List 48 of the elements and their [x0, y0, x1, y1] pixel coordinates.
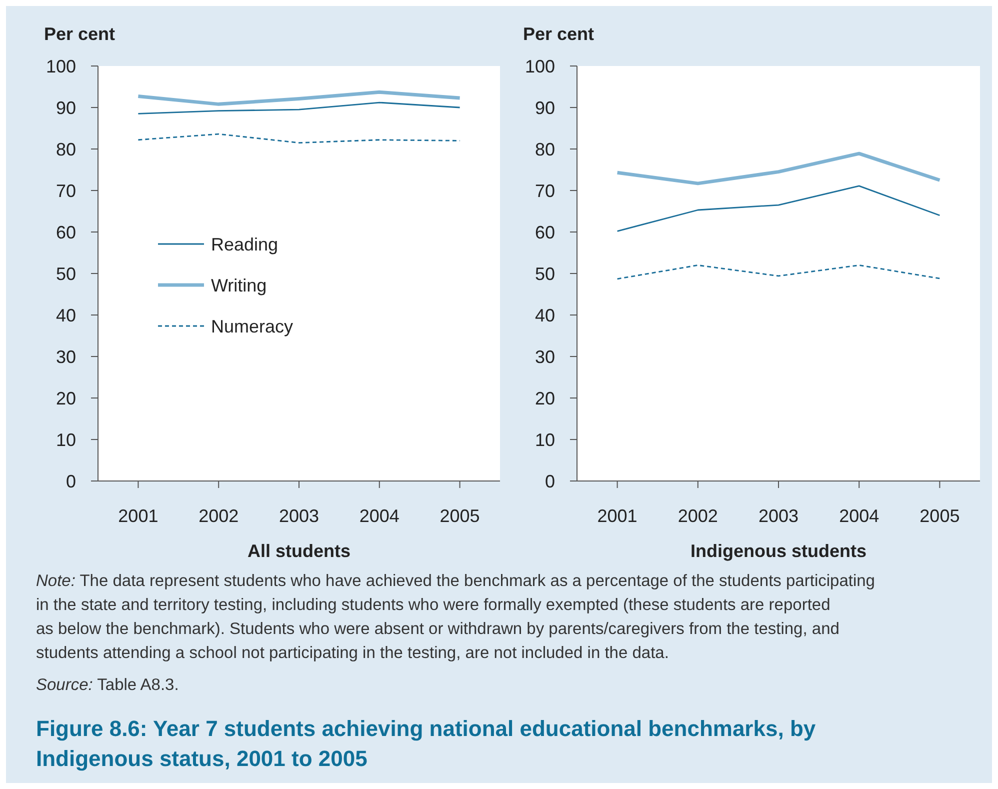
x-tick-label: 2002: [678, 506, 718, 526]
y-tick-label: 0: [544, 471, 555, 492]
legend-label: Writing: [211, 275, 267, 296]
x-tick-label: 2005: [920, 506, 960, 526]
y-tick-label: 30: [56, 346, 76, 367]
x-tick-label: 2004: [359, 506, 400, 526]
y-tick-label: 90: [534, 98, 555, 118]
y-tick-label: 100: [524, 56, 555, 76]
y-tick-label: 40: [56, 305, 76, 326]
y-tick-label: 60: [56, 222, 76, 242]
text: Note: The data represent students who have achieved the benchmark as a percentage of the students participating in the state and territory testing, including students who were formally exempted (these students are reported as below the benchmark). Students who were absent or withdrawn by parents/caregivers from the testing, and students attending a school not participating in the testing, are not included in the data.: [36, 572, 875, 662]
x-tick-label: 2001: [597, 506, 638, 526]
line-series: [616, 152, 942, 186]
y-tick-label: 50: [534, 264, 555, 284]
y-tick-label: 70: [56, 180, 76, 201]
line-series: [138, 102, 460, 114]
y-tick-label: 40: [534, 305, 555, 326]
source-note: Source: Table A8.3.: [36, 676, 179, 694]
y-tick-label: 0: [66, 471, 76, 492]
y-tick-label: 80: [56, 139, 76, 160]
x-tick-label: 2003: [278, 506, 320, 526]
x-tick-label: 2001: [118, 506, 158, 526]
line-series: [616, 185, 940, 232]
y-tick-label: 20: [534, 388, 555, 408]
y-tick-label: 20: [56, 388, 76, 408]
x-tick-label: 2002: [198, 506, 239, 526]
line-series: [136, 90, 462, 106]
x-tick-label: 2003: [758, 506, 799, 526]
x-axis-title: Indigenous students: [690, 541, 867, 561]
y-tick-label: 100: [46, 56, 76, 76]
legend-label: Numeracy: [211, 316, 294, 336]
y-tick-label: 80: [534, 139, 555, 160]
x-tick-label: 2005: [440, 506, 480, 526]
y-tick-label: 70: [534, 180, 555, 201]
y-axis-title: Per cent: [44, 24, 116, 44]
legend-label: Reading: [211, 234, 278, 254]
y-tick-label: 50: [56, 264, 76, 284]
y-tick-label: 10: [56, 430, 76, 450]
line-series: [138, 133, 460, 144]
line-series: [616, 264, 940, 280]
y-tick-label: 90: [56, 98, 76, 118]
y-tick-label: 10: [534, 430, 555, 450]
y-tick-label: 60: [534, 222, 555, 242]
y-axis-title: Per cent: [523, 24, 594, 44]
y-tick-label: 30: [534, 346, 555, 367]
x-tick-label: 2004: [839, 506, 880, 526]
x-axis-title: All students: [247, 541, 351, 561]
text: Figure 8.6: Year 7 students achieving national educational benchmarks, by Indigenous status, 2001 to 2005: [36, 716, 816, 771]
